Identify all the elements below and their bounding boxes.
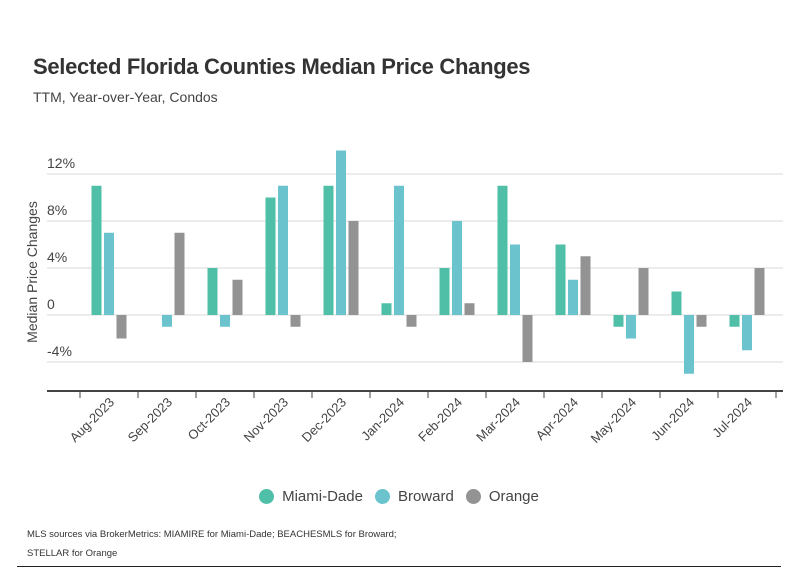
bar-orange-nov-2023 (290, 315, 301, 327)
footer-divider (17, 566, 781, 567)
legend-label: Miami-Dade (282, 488, 363, 505)
bar-orange-may-2024 (638, 268, 649, 315)
bar-miami-dade-apr-2024 (555, 244, 566, 315)
y-tick-label: 4% (47, 249, 67, 265)
x-tick-label: Sep-2023 (125, 395, 175, 445)
bar-miami-dade-nov-2023 (265, 197, 276, 315)
bar-orange-jul-2024 (754, 268, 765, 315)
bar-broward-feb-2024 (452, 221, 462, 315)
bar-broward-jan-2024 (394, 185, 404, 315)
x-tick-label: Nov-2023 (241, 395, 291, 445)
source-note: MLS sources via BrokerMetrics: MIAMIRE f… (27, 525, 397, 563)
y-tick-label: -4% (47, 343, 72, 359)
bar-broward-mar-2024 (510, 244, 520, 315)
legend-swatch-icon (465, 489, 481, 504)
chart-subtitle: TTM, Year-over-Year, Condos (33, 89, 218, 105)
bar-orange-sep-2023 (174, 232, 185, 315)
x-tick-label: Mar-2024 (473, 395, 523, 445)
legend-item: Miami-Dade (259, 488, 363, 505)
bars (91, 150, 765, 374)
bar-miami-dade-jul-2024 (729, 315, 740, 327)
gridlines (47, 173, 783, 363)
bar-miami-dade-aug-2023 (91, 185, 102, 315)
bar-broward-jun-2024 (684, 315, 694, 374)
x-axis: Aug-2023 Sep-2023 Oct-2023 Nov-2023 Dec-2023… (47, 390, 783, 446)
legend-item: Broward (374, 488, 454, 505)
bar-orange-oct-2023 (232, 279, 243, 315)
bar-miami-dade-feb-2024 (439, 268, 450, 315)
bar-broward-apr-2024 (568, 279, 578, 315)
bar-miami-dade-oct-2023 (207, 268, 218, 315)
y-tick-label: 8% (47, 202, 67, 218)
bar-orange-apr-2024 (580, 256, 591, 315)
y-axis-label: Median Price Changes (24, 201, 40, 343)
bar-miami-dade-dec-2023 (323, 185, 334, 315)
bar-orange-jan-2024 (406, 315, 417, 327)
x-tick-label: Apr-2024 (533, 395, 581, 443)
bar-orange-jun-2024 (696, 315, 707, 327)
chart-title: Selected Florida Counties Median Price C… (33, 54, 531, 79)
bar-orange-mar-2024 (522, 315, 533, 362)
legend: Miami-Dade Broward Orange (0, 488, 798, 505)
legend-label: Broward (397, 488, 454, 505)
bar-miami-dade-may-2024 (613, 315, 624, 327)
bar-broward-oct-2023 (220, 315, 230, 327)
bar-broward-may-2024 (626, 315, 636, 339)
x-tick-label: Feb-2024 (415, 395, 465, 445)
bar-broward-nov-2023 (278, 185, 288, 315)
legend-swatch-icon (259, 489, 275, 504)
bar-broward-dec-2023 (336, 150, 346, 315)
x-tick-label: May-2024 (588, 395, 639, 446)
y-tick-label: 12% (47, 155, 75, 171)
bar-broward-jul-2024 (742, 315, 752, 351)
bar-miami-dade-mar-2024 (497, 185, 508, 315)
bar-chart: 12% 8% 4% 0 -4% Median Price Changes Aug-202… (24, 150, 783, 446)
bar-broward-aug-2023 (104, 232, 114, 315)
y-tick-label: 0 (47, 296, 55, 312)
x-tick-label: Oct-2023 (185, 395, 233, 443)
legend-item: Orange (465, 488, 539, 505)
x-tick-label: Jun-2024 (648, 395, 697, 444)
source-note-line-2: STELLAR for Orange (27, 548, 118, 559)
bar-orange-aug-2023 (116, 315, 127, 339)
legend-label: Orange (488, 488, 539, 505)
bar-miami-dade-jan-2024 (381, 303, 392, 315)
x-tick-label: Aug-2023 (67, 395, 117, 445)
bar-orange-feb-2024 (464, 303, 475, 315)
bar-orange-dec-2023 (348, 221, 359, 315)
legend-swatch-icon (374, 489, 390, 504)
x-tick-label: Dec-2023 (299, 395, 349, 445)
bar-miami-dade-jun-2024 (671, 291, 682, 315)
x-tick-label: Jan-2024 (358, 395, 407, 444)
source-note-line-1: MLS sources via BrokerMetrics: MIAMIRE f… (27, 529, 397, 540)
y-axis-ticks: 12% 8% 4% 0 -4% (47, 155, 75, 359)
x-tick-label: Jul-2024 (709, 395, 755, 441)
bar-broward-sep-2023 (162, 315, 172, 327)
